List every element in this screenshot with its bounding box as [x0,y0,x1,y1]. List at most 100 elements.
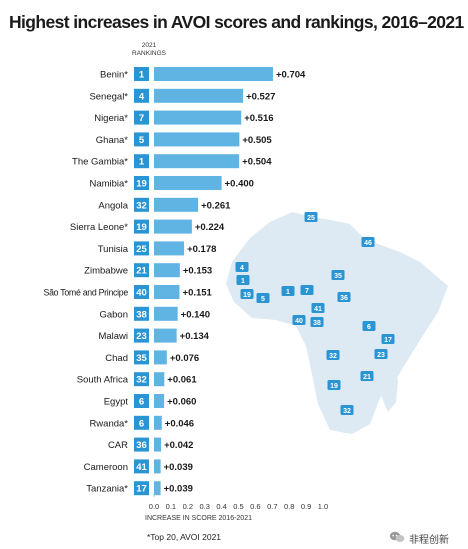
map-rank-badge-box [240,289,254,299]
watermark-text: 非程创新 [409,535,449,546]
bar [154,481,161,496]
ranking-label: 1 [139,157,145,168]
bar-row: Nigeria* 7 +0.516 [94,110,274,125]
map-rank-badge: 5 [256,293,270,303]
bar-row: Rwanda* 6 +0.046 [89,415,194,430]
map-rank-badge-box [361,237,375,247]
bar-row: South Africa 32 +0.061 [77,372,197,387]
category-label: Cameroon [84,462,128,473]
x-tick-label: 0.8 [284,502,294,511]
x-tick-label: 0.9 [301,502,311,511]
map-rank-badge-box [310,317,324,327]
africa-map-shape [226,212,448,434]
value-label: +0.042 [164,440,193,451]
ranking-badge [134,394,149,408]
ranking-badge [134,241,149,256]
bar-row: CAR 36 +0.042 [108,437,193,452]
map-rank-badge: 32 [326,350,340,360]
bar [154,263,180,278]
ranking-label: 17 [136,484,147,495]
category-label: The Gambia* [72,157,128,168]
map-rank-badge-box [381,334,395,344]
map-rank-badge-label: 4 [240,265,244,272]
map-rank-badge-box [236,275,250,285]
map-rank-badge-box [360,371,374,381]
bar-row: Egypt 6 +0.060 [104,394,196,408]
ranking-badge [134,306,149,321]
bar-row: Tunisia 25 +0.178 [98,241,216,256]
value-label: +0.527 [246,91,275,102]
ranking-badge [134,285,149,299]
map-rank-badge: 41 [311,303,325,313]
map-rank-badge-box [235,262,249,272]
bar-row: São Tomé and Principe 40 +0.151 [44,285,213,299]
value-label: +0.076 [170,353,199,364]
bar [154,415,162,430]
bar [154,459,161,474]
ranking-label: 25 [136,244,147,255]
map-rank-badge-box [311,303,325,313]
x-tick-label: 0.1 [166,502,176,511]
map-rank-badge: 32 [340,405,354,415]
x-axis: 0.0 0.1 0.2 0.3 0.4 0.5 0.6 0.7 0.8 0.9 1.0 INCREAS… [145,494,328,522]
ranking-label: 19 [136,179,147,190]
category-label: Senegal* [89,91,128,102]
category-label: Namibia* [89,179,128,190]
map-rank-badge-box [292,315,306,325]
value-label: +0.224 [195,222,225,233]
bar [154,285,180,299]
map-rank-badge-label: 17 [384,337,392,344]
x-tick-label: 0.5 [233,502,243,511]
ranking-label: 41 [136,462,147,473]
x-tick-label: 0.0 [149,502,159,511]
ranking-badge [134,154,149,169]
ranking-badge [134,481,149,496]
map-rank-badge-label: 46 [364,240,372,247]
bar [154,67,273,81]
ranking-label: 38 [136,309,147,320]
bar-row: Namibia* 19 +0.400 [89,176,254,190]
map-rank-badge-label: 19 [330,383,338,390]
ranking-label: 35 [136,353,147,364]
map-rank-badge-box [281,286,295,296]
bar [154,328,177,343]
category-label: Tunisia [98,244,129,255]
bar [154,197,199,212]
bar-row: Ghana* 5 +0.505 [96,132,272,147]
value-label: +0.060 [167,397,196,408]
bar-row: Tanzania* 17 +0.039 [86,481,193,496]
bar [154,176,222,190]
category-label: CAR [108,440,128,451]
ranking-label: 40 [136,288,147,299]
map-rank-badge-box [337,292,351,302]
map-rank-badge-label: 32 [343,408,351,415]
map-rank-badge-label: 5 [261,296,265,303]
ranking-badge [134,176,149,190]
map-rank-badge-label: 36 [340,295,348,302]
ranking-badge [134,88,149,103]
map-rank-badge-box [362,321,376,331]
map-rank-badge: 38 [310,317,324,327]
category-label: Sierra Leone* [70,222,128,233]
bar-row: Sierra Leone* 19 +0.224 [70,219,225,234]
ranking-label: 36 [136,440,147,451]
map-rank-badge-box [327,380,341,390]
value-label: +0.061 [167,375,197,386]
bar-row: Malawi 23 +0.134 [98,328,210,343]
ranking-label: 23 [136,331,147,342]
map-rank-badge-box [256,293,270,303]
category-label: Nigeria* [94,113,128,124]
map-rank-badge-label: 1 [241,278,245,285]
value-label: +0.151 [183,288,213,299]
ranking-label: 6 [139,418,144,429]
bar-row: Chad 35 +0.076 [105,350,199,365]
value-label: +0.039 [164,462,193,473]
bar [154,241,185,256]
bar-row: Benin* 1 +0.704 [100,67,306,81]
map-rank-badge-box [340,405,354,415]
bar [154,350,167,365]
ranking-label: 19 [136,222,147,233]
ranking-badge [134,110,149,125]
rankings-label: RANKINGS [132,50,166,57]
